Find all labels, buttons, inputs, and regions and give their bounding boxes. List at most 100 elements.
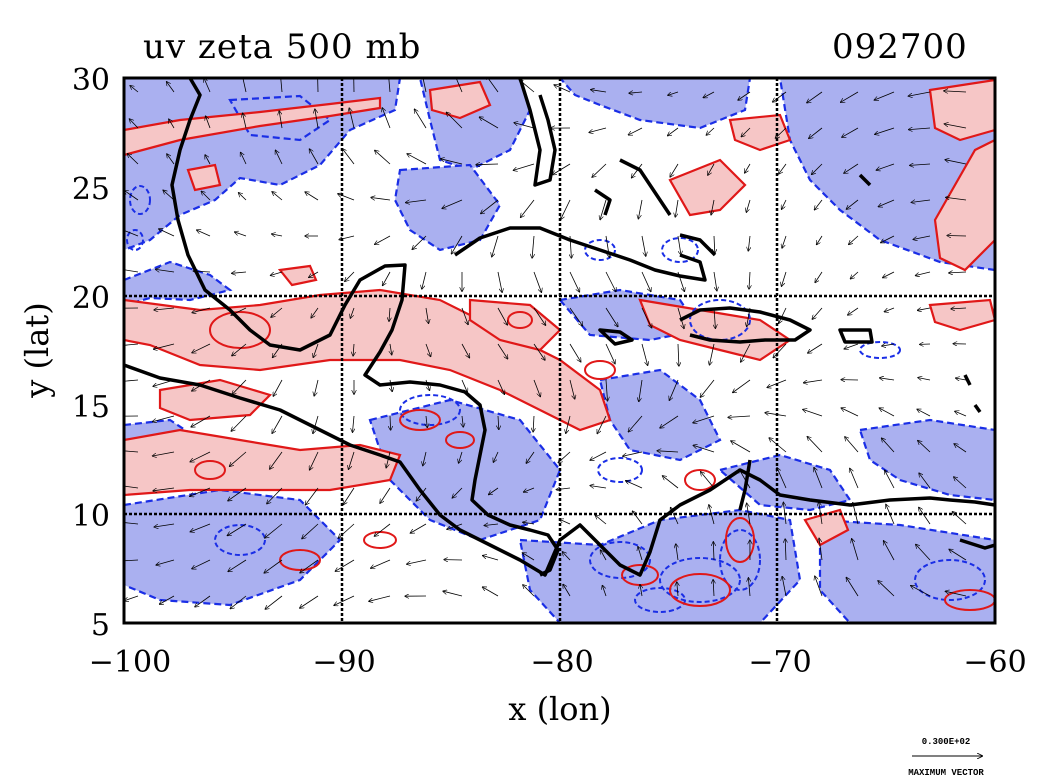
wind-vector (230, 451, 247, 466)
wind-vector (201, 191, 211, 201)
wind-vector (194, 271, 211, 272)
wind-vector (524, 487, 535, 492)
wind-vector (569, 343, 581, 362)
wind-vector (628, 415, 643, 432)
wind-vector (632, 163, 643, 178)
wind-vector (153, 451, 175, 456)
wind-vector (949, 549, 967, 561)
wind-vector (641, 307, 652, 328)
wind-vector (641, 343, 648, 365)
wind-vector (371, 198, 391, 201)
x-tick-label: −80 (530, 645, 593, 680)
wind-vector (602, 586, 607, 597)
wind-vector (315, 109, 319, 129)
wind-vector (570, 235, 571, 258)
wind-vector (156, 559, 175, 565)
wind-vector (462, 415, 463, 427)
wind-vector (192, 343, 211, 353)
wind-vector (875, 127, 895, 134)
y-tick-label: 25 (72, 172, 110, 207)
wind-vector (154, 343, 175, 349)
wind-vector (422, 78, 427, 93)
wind-vector (447, 112, 463, 129)
wind-vector (782, 271, 787, 286)
wind-vector (782, 199, 787, 209)
wind-vector (380, 487, 391, 503)
wind-vector (919, 508, 931, 525)
wind-vector (441, 159, 463, 165)
wind-vector (371, 559, 391, 568)
wind-vector (693, 415, 715, 423)
wind-vectors (124, 78, 967, 609)
wind-vector (569, 271, 579, 292)
wind-vector (167, 82, 175, 93)
wind-vector (191, 415, 211, 427)
wind-vector (443, 591, 463, 597)
wind-vector (782, 577, 787, 597)
wind-vector (130, 86, 139, 93)
wind-vector (845, 437, 859, 453)
wind-vector (154, 308, 175, 310)
wind-vector (205, 155, 211, 165)
wind-vector (241, 153, 247, 165)
wind-vector (124, 379, 139, 382)
wind-vector (882, 344, 895, 346)
wind-vector (589, 127, 607, 132)
wind-vector (280, 78, 283, 93)
wind-vector (390, 343, 392, 355)
wind-vector (523, 585, 535, 597)
wind-vector (388, 78, 391, 93)
wind-vector (169, 119, 175, 129)
wind-vector (407, 559, 427, 564)
wind-vector (812, 307, 823, 319)
wind-vector (497, 271, 502, 292)
wind-vector (660, 415, 679, 428)
wind-vector (916, 545, 931, 561)
y-tick-label: 10 (72, 499, 110, 534)
wind-vector (375, 523, 391, 536)
wind-vector (153, 487, 175, 491)
wind-vector (192, 559, 211, 569)
wind-vector (701, 472, 715, 489)
wind-vector (167, 154, 175, 165)
wind-vector (849, 235, 859, 244)
wind-vector (124, 269, 139, 273)
wind-vector (738, 91, 751, 100)
wind-vector (710, 343, 715, 365)
wind-vector (313, 343, 319, 357)
wind-vector (338, 194, 355, 201)
wind-vector (461, 343, 469, 358)
wind-vector (484, 524, 499, 526)
wind-vector (815, 576, 823, 597)
wind-vector (668, 91, 679, 95)
wind-vector (785, 539, 786, 561)
wind-vector (349, 108, 355, 129)
wind-vector (231, 415, 247, 431)
wind-vector (416, 487, 427, 501)
wind-vector (375, 235, 391, 244)
wind-vector (592, 163, 607, 177)
wind-vector (532, 235, 534, 258)
wind-vector (390, 379, 392, 391)
wind-vector (302, 523, 319, 539)
wind-vector (271, 307, 283, 317)
wind-vector (745, 163, 751, 173)
y-tick-label: 15 (72, 390, 110, 425)
wind-vector (311, 307, 319, 318)
wind-vector (566, 415, 571, 433)
wind-vector (852, 539, 859, 561)
wind-vector (461, 307, 468, 324)
wind-vector (773, 91, 787, 102)
wind-vector (749, 271, 750, 289)
wind-vector (407, 154, 427, 165)
wind-vector (306, 487, 319, 505)
wind-vector (641, 235, 646, 256)
wind-vector (713, 542, 714, 561)
wind-vector (334, 595, 355, 605)
wind-vector (231, 307, 247, 315)
wind-vector (809, 127, 823, 138)
x-tick-label: −60 (963, 645, 1026, 680)
wind-vector (847, 199, 859, 209)
wind-vector (124, 191, 139, 201)
